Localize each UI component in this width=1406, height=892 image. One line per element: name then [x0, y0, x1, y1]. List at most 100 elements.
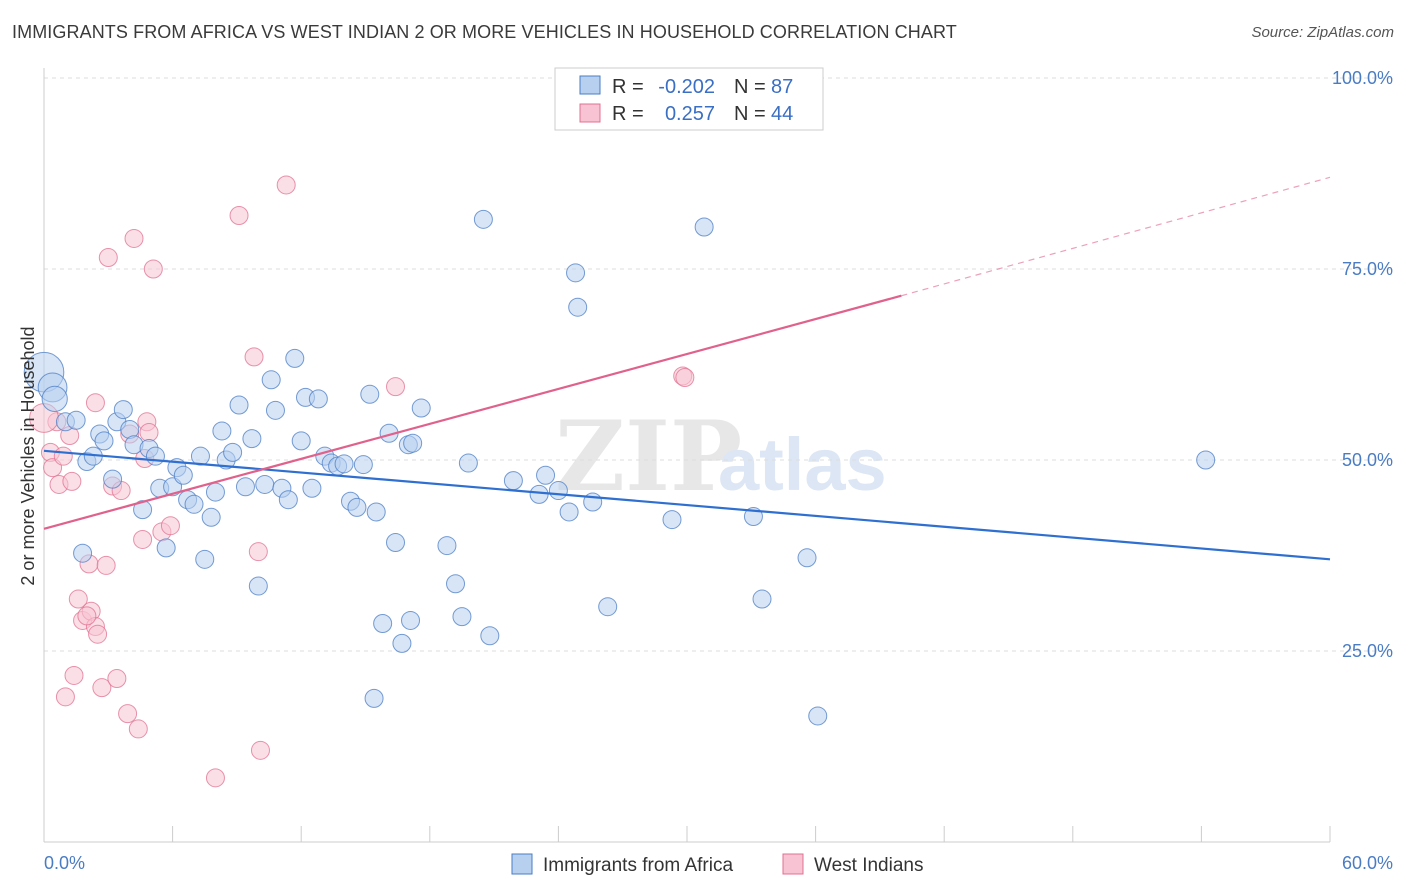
africa-point	[353, 455, 373, 475]
west-indians-point	[248, 542, 268, 562]
africa-point	[473, 209, 493, 229]
gridlines	[44, 77, 1394, 652]
africa-point	[66, 410, 86, 430]
africa-point	[184, 494, 204, 514]
y-tick-label: 100.0%	[1332, 68, 1393, 88]
legend-label-immigrants-from-africa: Immigrants from Africa	[543, 855, 733, 876]
legend-n-label: N =	[734, 103, 766, 125]
immigrants-from-africa-points	[23, 209, 1216, 726]
africa-point	[662, 510, 682, 530]
y-tick-label: 50.0%	[1342, 450, 1393, 470]
africa-point	[103, 469, 123, 489]
x-tick-label: 60.0%	[1342, 853, 1393, 873]
legend-r-label: R =	[612, 76, 644, 98]
legend-swatch-west-indians	[782, 853, 804, 875]
west-indians-trend-line	[43, 294, 902, 530]
africa-point	[598, 597, 618, 617]
y-tick-label: 75.0%	[1342, 259, 1393, 279]
africa-point	[41, 385, 68, 412]
west-indians-point	[124, 228, 144, 248]
chart-title: IMMIGRANTS FROM AFRICA VS WEST INDIAN 2 …	[12, 22, 957, 42]
y-tick-label: 25.0%	[1342, 641, 1393, 661]
west-indians-point	[53, 446, 73, 466]
legend-swatch-blue	[579, 75, 601, 95]
africa-point	[797, 548, 817, 568]
west-indians-point	[143, 259, 163, 279]
africa-point	[223, 442, 243, 462]
west-indians-point	[77, 606, 97, 626]
legend-r-value: -0.202	[658, 76, 715, 98]
africa-point	[248, 576, 268, 596]
africa-point	[278, 490, 298, 510]
west-indians-point	[92, 678, 112, 698]
africa-point	[529, 484, 549, 504]
africa-point	[347, 497, 367, 517]
africa-point	[1196, 450, 1216, 470]
series-legend: Immigrants from Africa West Indians	[511, 853, 923, 876]
africa-point	[145, 446, 165, 466]
watermark-atlas: atlas	[718, 423, 887, 506]
africa-point	[568, 297, 588, 317]
west-indians-point	[160, 516, 180, 536]
africa-point	[480, 626, 500, 646]
legend-n-value: 44	[771, 103, 793, 125]
tick-labels: 25.0% 50.0% 75.0% 100.0% 0.0% 60.0%	[44, 68, 1393, 873]
west-indians-point	[386, 377, 406, 397]
west-indians-point	[85, 393, 105, 413]
africa-point	[752, 589, 772, 609]
africa-point	[173, 465, 193, 485]
africa-point	[403, 433, 423, 453]
africa-point	[694, 217, 714, 237]
africa-point	[536, 465, 556, 485]
west-indians-point	[133, 529, 153, 549]
y-axis-title: 2 or more Vehicles in Household	[18, 326, 38, 585]
west-indians-point	[244, 347, 264, 367]
africa-point	[503, 471, 523, 491]
africa-point	[133, 500, 153, 520]
west-indians-point	[276, 175, 296, 195]
west-indians-point	[64, 665, 84, 685]
source-credit: Source: ZipAtlas.com	[1251, 24, 1394, 41]
legend-swatch-immigrants-from-africa	[511, 853, 533, 875]
africa-point	[452, 607, 472, 627]
africa-point	[373, 613, 393, 633]
legend-n-value: 87	[771, 76, 793, 98]
watermark: ZIP atlas	[555, 400, 887, 513]
africa-point	[401, 610, 421, 630]
africa-point	[411, 398, 431, 418]
africa-point	[360, 384, 380, 404]
africa-point	[94, 431, 114, 451]
x-tick-label: 0.0%	[44, 853, 85, 873]
west-indians-point	[55, 687, 75, 707]
africa-point	[437, 536, 457, 556]
correlation-legend: R = -0.202 N = 87 R = 0.257 N = 44	[554, 67, 824, 131]
trend-lines	[43, 176, 1331, 561]
africa-point	[255, 474, 275, 494]
legend-swatch-pink	[579, 103, 601, 123]
africa-point	[201, 507, 221, 527]
africa-point	[559, 502, 579, 522]
africa-point	[366, 502, 386, 522]
africa-point	[242, 429, 262, 449]
africa-point	[156, 538, 176, 558]
africa-point	[302, 478, 322, 498]
africa-point	[195, 549, 215, 569]
west-indians-point	[118, 704, 138, 724]
west-indians-trend-extension	[901, 176, 1331, 297]
west-indians-point	[107, 669, 127, 689]
africa-trend-line	[43, 449, 1331, 561]
legend-r-value: 0.257	[665, 103, 715, 125]
africa-point	[285, 348, 305, 368]
legend-r-label: R =	[612, 103, 644, 125]
africa-point	[235, 477, 255, 497]
africa-point	[308, 389, 328, 409]
africa-point	[446, 574, 466, 594]
africa-point	[261, 370, 281, 390]
west-indians-point	[229, 206, 249, 226]
africa-point	[229, 395, 249, 415]
africa-point	[334, 454, 354, 474]
africa-point	[386, 533, 406, 553]
west-indians-point	[128, 719, 148, 739]
legend-label-west-indians: West Indians	[814, 855, 923, 876]
